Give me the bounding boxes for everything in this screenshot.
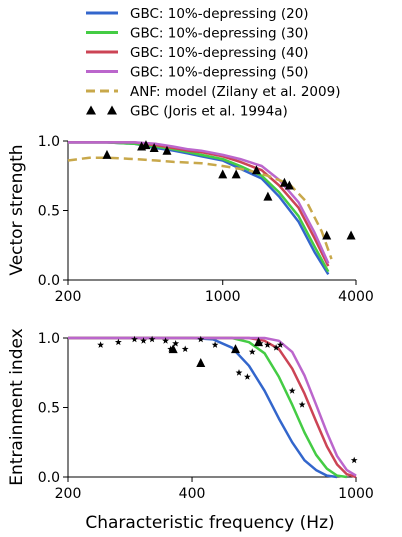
data-point-triangle bbox=[322, 230, 332, 240]
data-point-triangle bbox=[149, 142, 159, 152]
y-tick-label: 0.0 bbox=[38, 273, 60, 289]
data-point-star bbox=[256, 340, 264, 347]
data-point-triangle bbox=[141, 140, 151, 150]
top-ylabel: Vector strength bbox=[7, 144, 27, 275]
legend-entry-gbc40: GBC: 10%-depressing (40) bbox=[86, 45, 309, 61]
legend-label: GBC: 10%-depressing (50) bbox=[130, 65, 309, 81]
x-tick-label: 4000 bbox=[338, 289, 374, 305]
data-point-star bbox=[288, 387, 296, 394]
legend-entry-joris: GBC (Joris et al. 1994a) bbox=[86, 104, 288, 120]
legend: GBC: 10%-depressing (20) GBC: 10%-depress… bbox=[86, 6, 340, 120]
data-point-triangle bbox=[231, 344, 241, 354]
legend-marker bbox=[86, 105, 96, 115]
data-point-star bbox=[244, 373, 251, 380]
series-line-gbc50 bbox=[68, 141, 330, 264]
series-line-anf bbox=[67, 156, 333, 260]
data-point-star bbox=[114, 338, 122, 346]
y-tick-label: 1.0 bbox=[38, 331, 60, 347]
data-point-star bbox=[162, 337, 169, 344]
data-point-star bbox=[140, 337, 147, 344]
data-point-triangle bbox=[218, 169, 228, 179]
y-tick-label: 0.5 bbox=[38, 401, 60, 417]
legend-entry-gbc50: GBC: 10%-depressing (50) bbox=[86, 65, 309, 81]
x-tick-label: 1000 bbox=[338, 486, 374, 502]
legend-entry-gbc20: GBC: 10%-depressing (20) bbox=[86, 6, 309, 22]
legend-label: GBC: 10%-depressing (20) bbox=[130, 6, 309, 22]
legend-label: GBC: 10%-depressing (30) bbox=[130, 26, 309, 42]
series-line-gbc40 bbox=[68, 336, 357, 479]
data-point-triangle bbox=[263, 191, 273, 201]
data-point-triangle bbox=[284, 180, 294, 190]
legend-label: ANF: model (Zilany et al. 2009) bbox=[130, 84, 340, 100]
bottom-xlabel: Characteristic frequency (Hz) bbox=[85, 513, 334, 533]
y-tick-label: 1.0 bbox=[38, 134, 60, 150]
data-point-triangle bbox=[231, 169, 241, 179]
series-line-gbc30 bbox=[68, 141, 330, 273]
bottom-ylabel: Entrainment index bbox=[7, 328, 27, 485]
data-point-star bbox=[167, 345, 175, 352]
x-tick-label: 200 bbox=[55, 289, 82, 305]
series-line-gbc30 bbox=[68, 336, 347, 479]
legend-entry-anf: ANF: model (Zilany et al. 2009) bbox=[86, 84, 340, 100]
data-point-star bbox=[148, 335, 156, 343]
data-point-star bbox=[248, 348, 256, 355]
data-point-star bbox=[235, 369, 243, 376]
data-point-star bbox=[350, 456, 358, 464]
data-point-star bbox=[197, 335, 205, 343]
x-tick-label: 400 bbox=[179, 486, 206, 502]
y-tick-label: 0.5 bbox=[38, 204, 60, 220]
data-point-star bbox=[181, 345, 189, 352]
entrainment-index-plot: 0.0 0.5 1.0 200 400 1000 bbox=[38, 331, 374, 502]
x-tick-label: 200 bbox=[55, 486, 82, 502]
data-point-star bbox=[97, 341, 104, 348]
data-point-triangle bbox=[279, 177, 289, 187]
vector-strength-plot: 0.0 0.5 1.0 200 1000 4000 bbox=[38, 134, 374, 305]
data-point-star bbox=[298, 401, 306, 408]
legend-entry-gbc30: GBC: 10%-depressing (30) bbox=[86, 26, 309, 42]
data-point-star bbox=[276, 341, 284, 348]
legend-marker bbox=[107, 105, 117, 115]
data-point-triangle bbox=[102, 149, 112, 159]
data-point-star bbox=[211, 341, 219, 348]
data-point-triangle bbox=[162, 145, 172, 155]
data-point-star bbox=[131, 335, 138, 343]
series-line-gbc50 bbox=[68, 336, 357, 477]
data-point-triangle bbox=[196, 358, 206, 368]
data-point-triangle bbox=[346, 230, 356, 240]
y-tick-label: 0.0 bbox=[38, 470, 60, 486]
data-point-star bbox=[272, 344, 280, 351]
data-point-star bbox=[264, 341, 271, 348]
data-point-star bbox=[172, 340, 180, 347]
legend-label: GBC: 10%-depressing (40) bbox=[130, 45, 309, 61]
x-tick-label: 1000 bbox=[205, 289, 241, 305]
legend-label: GBC (Joris et al. 1994a) bbox=[130, 104, 288, 120]
data-point-triangle bbox=[251, 165, 261, 175]
